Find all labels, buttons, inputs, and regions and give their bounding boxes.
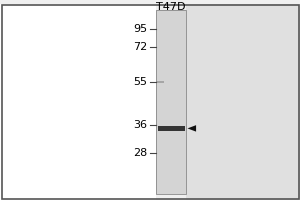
Bar <box>156 10 186 194</box>
Text: 36: 36 <box>133 120 147 130</box>
Text: 72: 72 <box>133 42 147 52</box>
Text: 28: 28 <box>133 148 147 158</box>
Bar <box>158 126 184 131</box>
Bar <box>156 81 164 83</box>
Bar <box>156 10 186 194</box>
Bar <box>186 4 300 200</box>
Bar <box>0 4 156 200</box>
Text: 55: 55 <box>133 77 147 87</box>
Text: T47D: T47D <box>156 2 186 12</box>
Text: 95: 95 <box>133 24 147 34</box>
Polygon shape <box>188 125 196 132</box>
